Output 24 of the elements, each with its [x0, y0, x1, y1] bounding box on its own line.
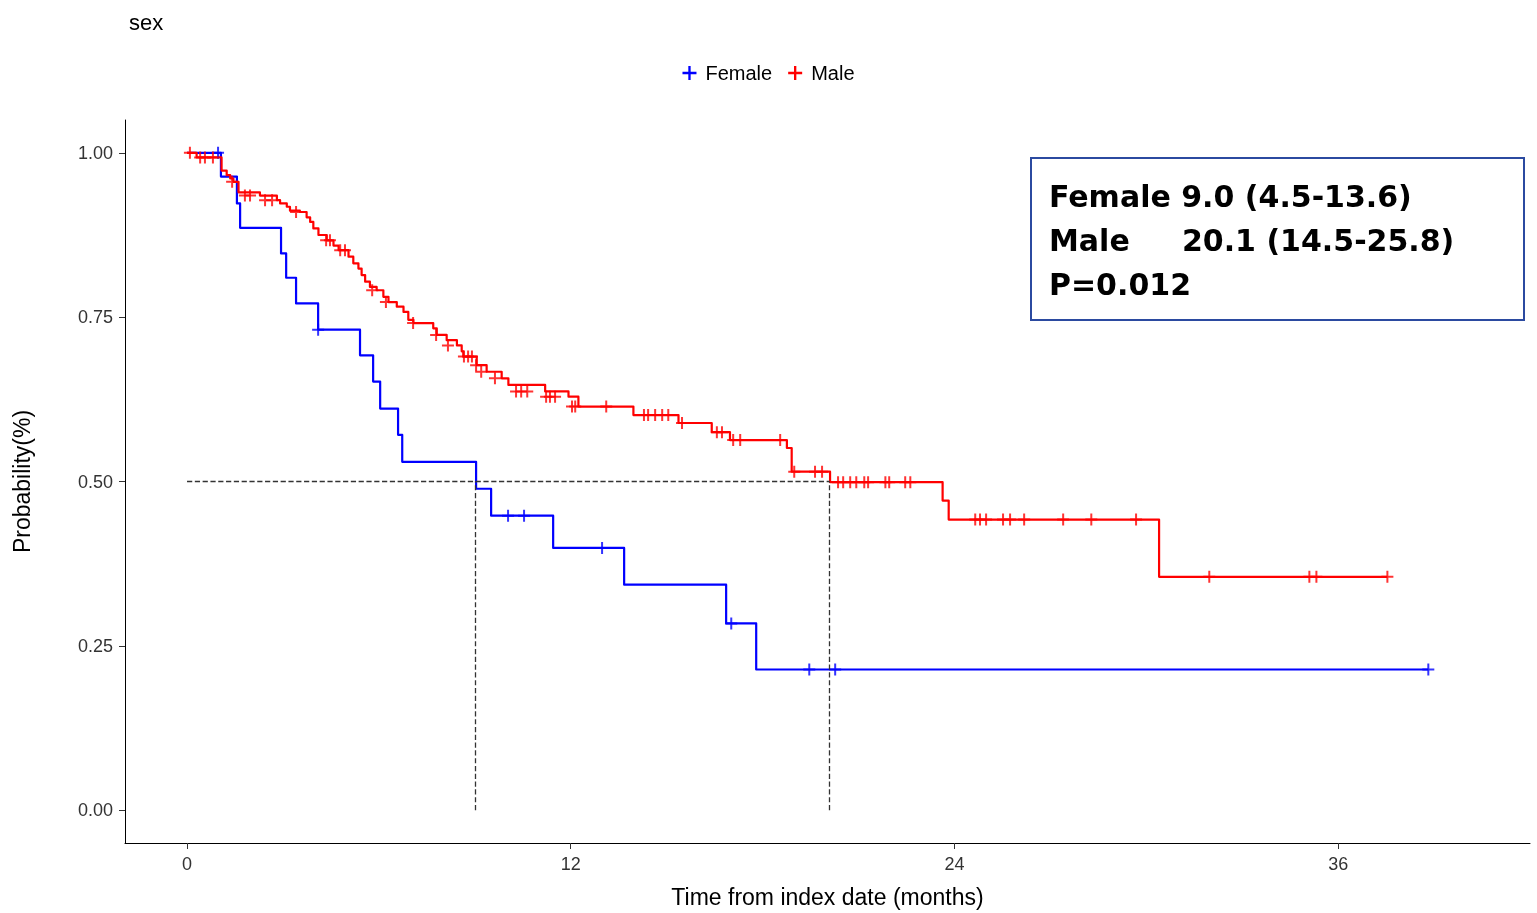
x-tick-label: 12 [560, 854, 581, 874]
point [725, 617, 738, 630]
point [518, 509, 531, 522]
y-tick-label: 1.00 [77, 142, 113, 163]
y-tick-label: 0.75 [77, 307, 113, 328]
legend-label: Male [811, 62, 855, 84]
chart-title: sex [129, 9, 164, 35]
x-tick-label: 0 [182, 854, 193, 874]
x-tick-label: 24 [944, 854, 965, 874]
point [502, 509, 515, 522]
point [803, 663, 816, 676]
point [312, 323, 325, 336]
y-tick-label: 0.25 [77, 635, 113, 656]
y-axis-title: Probability(%) [8, 409, 35, 554]
y-tick-label: 0.00 [77, 800, 113, 821]
annotation: P=0.012 [1049, 266, 1192, 302]
x-tick-label: 36 [1328, 854, 1349, 874]
legend-label: Female [705, 62, 773, 84]
annotation: Male 20.1 (14.5-25.8) [1049, 222, 1455, 258]
x-axis-title: Time from index date (months) [671, 883, 984, 910]
y-tick-label: 0.50 [77, 471, 113, 492]
point [829, 663, 842, 676]
annotation: Female 9.0 (4.5-13.6) [1049, 178, 1412, 214]
point [1422, 663, 1435, 676]
